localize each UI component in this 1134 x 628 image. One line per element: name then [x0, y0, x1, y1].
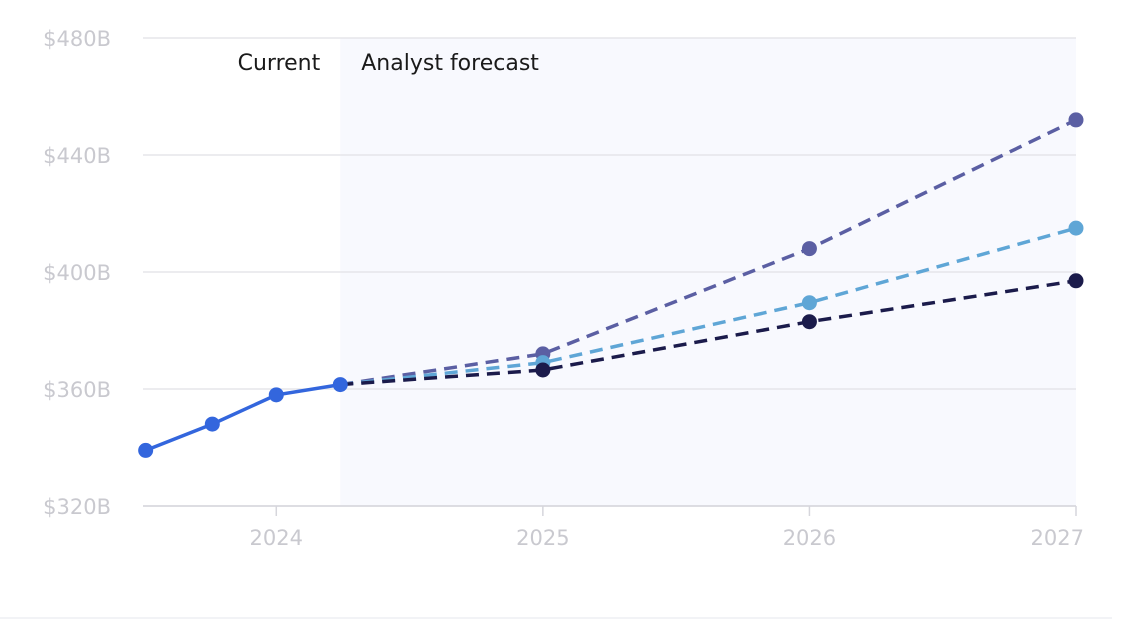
x-tick-label: 2025	[516, 526, 569, 550]
series-line-low	[340, 279, 1077, 387]
y-tick-label: $400B	[43, 261, 111, 285]
series-line-actual	[145, 382, 341, 453]
data-point-high[interactable]	[801, 241, 817, 257]
y-tick-label: $480B	[43, 27, 111, 51]
x-axis: 2024 2025 2026 2027	[143, 505, 1084, 550]
x-tick-label: 2024	[250, 526, 303, 550]
x-tick-label: 2026	[783, 526, 836, 550]
y-tick-label: $320B	[43, 495, 111, 519]
data-point-actual[interactable]	[138, 442, 154, 458]
y-axis-ticks: $480B $440B $400B $360B $320B	[43, 27, 111, 519]
data-point-low[interactable]	[535, 362, 551, 378]
data-point-actual[interactable]	[332, 377, 348, 393]
y-tick-label: $440B	[43, 144, 111, 168]
series-line-avg	[340, 226, 1077, 387]
series-line-high	[340, 118, 1077, 387]
y-tick-label: $360B	[43, 378, 111, 402]
series-lines	[145, 118, 1077, 453]
series-points	[138, 112, 1084, 458]
data-point-avg[interactable]	[801, 295, 817, 311]
data-point-low[interactable]	[1068, 273, 1084, 289]
x-tick-label: 2027	[1031, 526, 1084, 550]
data-point-actual[interactable]	[268, 387, 284, 403]
forecast-region-label: Analyst forecast	[361, 51, 539, 76]
current-region-label: Current	[238, 51, 321, 76]
data-point-high[interactable]	[1068, 112, 1084, 128]
data-point-actual[interactable]	[204, 416, 220, 432]
footer-divider	[0, 617, 1112, 619]
data-point-low[interactable]	[801, 314, 817, 330]
data-point-avg[interactable]	[1068, 220, 1084, 236]
